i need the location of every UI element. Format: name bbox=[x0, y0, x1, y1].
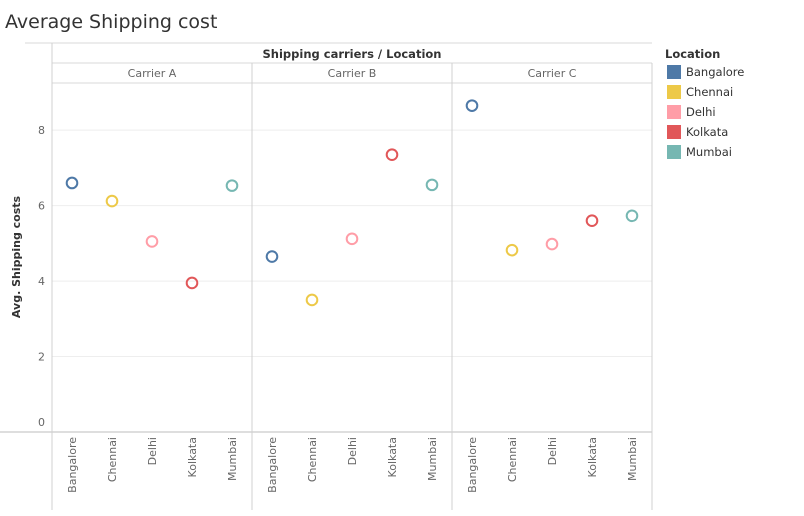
legend-label: Kolkata bbox=[686, 125, 728, 139]
x-tick-label: Delhi bbox=[546, 437, 559, 465]
y-axis-ticks: 0 2 4 6 8 bbox=[38, 124, 45, 429]
x-tick-label: Mumbai bbox=[226, 437, 239, 481]
x-axis-ticks: Bangalore Chennai Delhi Kolkata Mumbai Bangal… bbox=[66, 437, 639, 493]
panel-labels: Carrier A Carrier B Carrier C bbox=[128, 67, 577, 80]
y-tick-label: 6 bbox=[38, 200, 45, 213]
x-tick-label: Kolkata bbox=[586, 437, 599, 477]
data-point bbox=[105, 194, 119, 208]
x-tick-label: Kolkata bbox=[186, 437, 199, 477]
data-point bbox=[625, 209, 639, 223]
x-tick-label: Chennai bbox=[506, 437, 519, 482]
x-tick-label: Mumbai bbox=[626, 437, 639, 481]
data-point bbox=[265, 250, 279, 263]
legend-swatch bbox=[667, 125, 681, 139]
x-tick-label: Bangalore bbox=[266, 437, 279, 493]
data-point bbox=[425, 178, 439, 192]
legend-label: Chennai bbox=[686, 85, 733, 99]
data-point bbox=[225, 179, 239, 192]
x-tick-label: Bangalore bbox=[466, 437, 479, 493]
y-tick-label: 0 bbox=[38, 416, 45, 429]
data-point bbox=[145, 235, 159, 248]
y-tick-label: 4 bbox=[38, 275, 45, 288]
panel-label: Carrier A bbox=[128, 67, 177, 80]
data-point bbox=[305, 293, 319, 307]
grid bbox=[52, 129, 652, 358]
legend-label: Mumbai bbox=[686, 145, 732, 159]
column-header: Shipping carriers / Location bbox=[263, 47, 442, 61]
data-point bbox=[585, 214, 599, 228]
x-tick-label: Mumbai bbox=[426, 437, 439, 481]
legend-swatch bbox=[667, 105, 681, 119]
x-tick-label: Kolkata bbox=[386, 437, 399, 477]
data-point bbox=[465, 99, 479, 112]
y-axis-title: Avg. Shipping costs bbox=[10, 195, 23, 318]
y-tick-label: 2 bbox=[38, 351, 45, 364]
data-point bbox=[345, 232, 359, 246]
legend-label: Bangalore bbox=[686, 65, 744, 79]
data-point bbox=[545, 237, 559, 251]
x-tick-label: Delhi bbox=[146, 437, 159, 465]
x-tick-label: Delhi bbox=[346, 437, 359, 465]
legend-swatch bbox=[667, 65, 681, 79]
x-tick-label: Bangalore bbox=[66, 437, 79, 493]
legend-label: Delhi bbox=[686, 105, 716, 119]
legend-title: Location bbox=[665, 47, 720, 61]
legend-swatch bbox=[667, 145, 681, 159]
panel-label: Carrier B bbox=[328, 67, 377, 80]
panel-label: Carrier C bbox=[528, 67, 577, 80]
data-point bbox=[185, 276, 199, 290]
x-tick-label: Chennai bbox=[106, 437, 119, 482]
chart-title: Average Shipping cost bbox=[5, 11, 217, 33]
x-tick-label: Chennai bbox=[306, 437, 319, 482]
y-tick-label: 8 bbox=[38, 124, 45, 137]
legend: Location Bangalore Chennai Delhi Kolkata Mum… bbox=[665, 47, 744, 159]
data-point bbox=[505, 243, 519, 257]
legend-swatch bbox=[667, 85, 681, 99]
data-points bbox=[65, 99, 639, 307]
data-point bbox=[65, 176, 79, 190]
data-point bbox=[385, 148, 399, 161]
panel-frame bbox=[0, 42, 653, 510]
